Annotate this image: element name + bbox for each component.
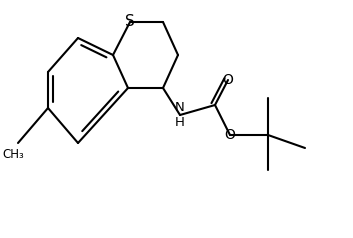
Text: N
H: N H [175, 101, 185, 129]
Text: O: O [225, 128, 235, 142]
Text: CH₃: CH₃ [2, 149, 24, 162]
Text: O: O [222, 73, 233, 87]
Text: S: S [125, 15, 135, 30]
